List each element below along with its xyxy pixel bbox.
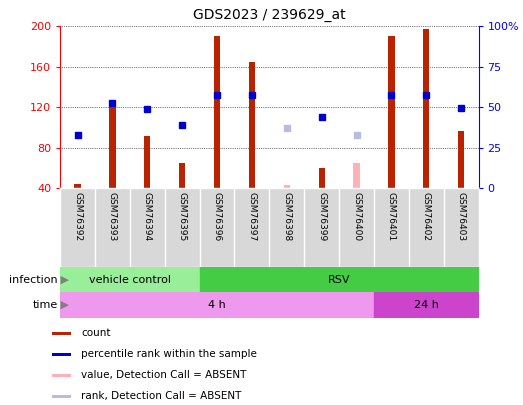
Text: 4 h: 4 h: [208, 300, 226, 310]
Text: ▶: ▶: [57, 300, 69, 310]
Text: GSM76396: GSM76396: [212, 192, 222, 241]
Text: vehicle control: vehicle control: [89, 275, 171, 285]
Text: GSM76401: GSM76401: [387, 192, 396, 241]
Text: GSM76394: GSM76394: [143, 192, 152, 241]
Text: GSM76393: GSM76393: [108, 192, 117, 241]
Bar: [388, 36, 394, 188]
Bar: [179, 163, 185, 188]
Text: GSM76402: GSM76402: [422, 192, 431, 241]
Text: GSM76403: GSM76403: [457, 192, 465, 241]
Bar: [52, 332, 71, 335]
Bar: [283, 185, 290, 188]
Text: GDS2023 / 239629_at: GDS2023 / 239629_at: [193, 8, 346, 22]
Bar: [458, 130, 464, 188]
Text: infection: infection: [9, 275, 58, 285]
Bar: [200, 267, 479, 292]
Bar: [423, 29, 429, 188]
Bar: [52, 395, 71, 398]
Bar: [74, 184, 81, 188]
Text: GSM76398: GSM76398: [282, 192, 291, 241]
Bar: [52, 374, 71, 377]
Text: rank, Detection Call = ABSENT: rank, Detection Call = ABSENT: [81, 391, 242, 401]
Text: time: time: [32, 300, 58, 310]
Text: GSM76392: GSM76392: [73, 192, 82, 241]
Bar: [249, 62, 255, 188]
Bar: [319, 168, 325, 188]
Text: 24 h: 24 h: [414, 300, 439, 310]
Bar: [214, 36, 220, 188]
Text: value, Detection Call = ABSENT: value, Detection Call = ABSENT: [81, 370, 246, 380]
Bar: [144, 136, 151, 188]
Text: RSV: RSV: [328, 275, 350, 285]
Bar: [60, 292, 374, 318]
Text: GSM76397: GSM76397: [247, 192, 256, 241]
Bar: [354, 163, 360, 188]
Text: GSM76400: GSM76400: [352, 192, 361, 241]
Text: percentile rank within the sample: percentile rank within the sample: [81, 349, 257, 359]
Bar: [52, 353, 71, 356]
Text: count: count: [81, 328, 110, 338]
Bar: [109, 105, 116, 188]
Bar: [60, 267, 200, 292]
Bar: [374, 292, 479, 318]
Text: GSM76395: GSM76395: [178, 192, 187, 241]
Text: GSM76399: GSM76399: [317, 192, 326, 241]
Text: ▶: ▶: [57, 275, 69, 285]
